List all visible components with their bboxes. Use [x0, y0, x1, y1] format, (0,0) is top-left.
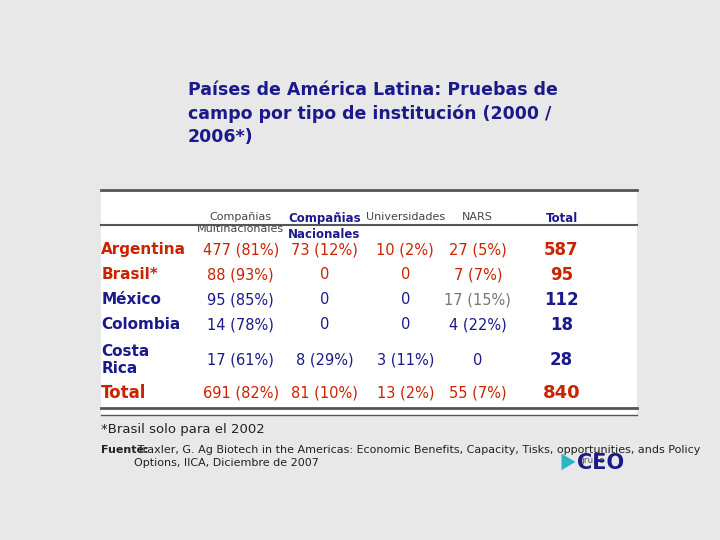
Text: 8 (29%): 8 (29%)	[295, 353, 354, 368]
Text: Total: Total	[101, 384, 147, 402]
Text: Fuente:: Fuente:	[101, 446, 148, 455]
Text: grupo: grupo	[578, 456, 605, 464]
Text: NARS: NARS	[462, 212, 493, 222]
Text: 840: 840	[543, 384, 580, 402]
Text: 28: 28	[550, 351, 573, 369]
Text: Traxler, G. Ag Biotech in the Americas: Economic Benefits, Capacity, Tisks, oppo: Traxler, G. Ag Biotech in the Americas: …	[133, 446, 700, 469]
Text: 0: 0	[320, 292, 329, 307]
Text: 477 (81%): 477 (81%)	[202, 242, 279, 258]
Text: Argentina: Argentina	[101, 242, 186, 258]
Text: 0: 0	[400, 317, 410, 332]
Text: 88 (93%): 88 (93%)	[207, 267, 274, 282]
Text: 0: 0	[473, 353, 482, 368]
Text: 0: 0	[400, 292, 410, 307]
Text: 55 (7%): 55 (7%)	[449, 386, 507, 401]
Text: Compañias
Nacionales: Compañias Nacionales	[288, 212, 361, 241]
Text: Países de América Latina: Pruebas de
campo por tipo de institución (2000 /
2006*: Países de América Latina: Pruebas de cam…	[188, 82, 557, 146]
Text: Brasil*: Brasil*	[101, 267, 158, 282]
Text: México: México	[101, 292, 161, 307]
Text: 4 (22%): 4 (22%)	[449, 317, 507, 332]
Text: *Brasil solo para el 2002: *Brasil solo para el 2002	[101, 423, 265, 436]
Text: CEO: CEO	[577, 453, 624, 472]
Text: 17 (15%): 17 (15%)	[444, 292, 511, 307]
Text: 0: 0	[320, 317, 329, 332]
Text: 691 (82%): 691 (82%)	[202, 386, 279, 401]
FancyBboxPatch shape	[101, 190, 637, 415]
Text: Costa
Rica: Costa Rica	[101, 344, 150, 376]
Text: 7 (7%): 7 (7%)	[454, 267, 502, 282]
Text: 95: 95	[550, 266, 573, 284]
Text: 27 (5%): 27 (5%)	[449, 242, 507, 258]
Text: 81 (10%): 81 (10%)	[291, 386, 358, 401]
Text: 95 (85%): 95 (85%)	[207, 292, 274, 307]
Text: Compañias
Multinacionales: Compañias Multinacionales	[197, 212, 284, 234]
Text: 112: 112	[544, 291, 579, 309]
Text: Colombia: Colombia	[101, 317, 181, 332]
Polygon shape	[562, 454, 575, 470]
Text: Universidades: Universidades	[366, 212, 445, 222]
Text: 14 (78%): 14 (78%)	[207, 317, 274, 332]
Text: 587: 587	[544, 241, 579, 259]
Text: 17 (61%): 17 (61%)	[207, 353, 274, 368]
Text: Total: Total	[545, 212, 577, 225]
Text: 0: 0	[320, 267, 329, 282]
Text: 13 (2%): 13 (2%)	[377, 386, 434, 401]
Text: 10 (2%): 10 (2%)	[377, 242, 434, 258]
Text: 3 (11%): 3 (11%)	[377, 353, 434, 368]
Text: 0: 0	[400, 267, 410, 282]
Text: 73 (12%): 73 (12%)	[291, 242, 358, 258]
Text: 18: 18	[550, 316, 573, 334]
